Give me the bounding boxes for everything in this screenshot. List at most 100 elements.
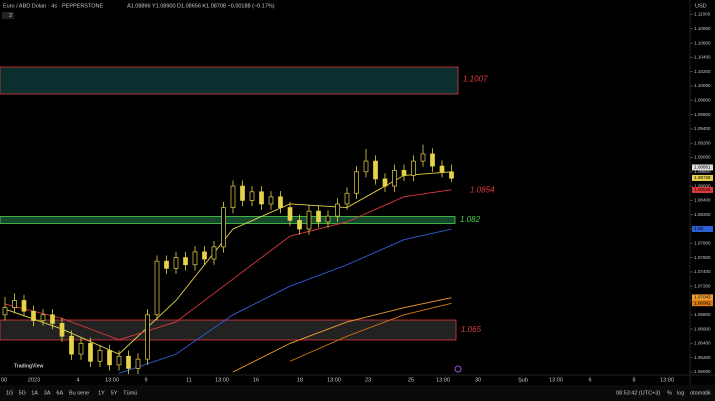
candle-body [31, 310, 36, 321]
ohlc: A1.08896 Y1.08900 D1.08656 K1.08708 −0.0… [127, 3, 275, 9]
candle-body [392, 170, 397, 187]
price-tag [692, 294, 713, 301]
candle-body [306, 210, 312, 230]
candle-body [88, 343, 93, 362]
candle-body [316, 210, 321, 223]
symbol[interactable]: Euro / ABD Doları · 4s · PEPPERSTONE [3, 3, 103, 9]
candle-body [78, 343, 84, 355]
y-tick-label: 1.08400 [694, 198, 711, 203]
price-tag-label: 1.07043 [694, 295, 711, 300]
moving-average [4, 189, 452, 341]
y-tick-label: 1.10400 [694, 55, 711, 60]
candle-body [230, 185, 236, 208]
candle-body [401, 170, 407, 176]
line-note: 1.0854 [470, 186, 495, 195]
price-tag-label: 1.08546 [694, 187, 711, 192]
candle-body [21, 300, 27, 312]
x-tick-label: 13:00 [436, 377, 450, 383]
percent-toggle[interactable]: % [667, 390, 672, 396]
range-button[interactable]: 1G [6, 390, 13, 396]
candle-body [50, 314, 55, 324]
y-tick-label: 1.09400 [694, 126, 711, 131]
candle-body [354, 171, 359, 194]
auto-toggle[interactable]: otomatik [690, 390, 711, 396]
candle-body [420, 153, 426, 162]
range-button[interactable]: 3A [44, 390, 51, 396]
y-tick-label: 1.10000 [694, 83, 711, 88]
candle-body [411, 160, 416, 176]
y-tick-label: 1.06000 [694, 369, 711, 374]
moving-average [232, 297, 452, 373]
x-tick-label: 6 [588, 377, 591, 383]
moving-average [289, 302, 452, 362]
candle-body [164, 260, 169, 269]
zone-label: 1.065 [461, 325, 482, 334]
y-tick-label: 1.08200 [694, 212, 711, 217]
candle-body [335, 203, 340, 217]
y-tick-label: 1.07600 [694, 255, 711, 260]
y-tick-label: 1.06200 [694, 355, 711, 360]
candle-body [344, 192, 350, 205]
candle-body [221, 207, 226, 248]
zone [0, 319, 457, 341]
price-tag [692, 226, 713, 233]
candle-body [287, 207, 293, 221]
log-toggle[interactable]: log [677, 390, 684, 396]
y-tick-label: 1.09600 [694, 112, 711, 117]
candle-body [268, 196, 274, 205]
x-tick-label: 16 [253, 377, 259, 383]
y-tick-label: 1.07200 [694, 283, 711, 288]
x-tick-label: 13:00 [327, 377, 341, 383]
range-button[interactable]: 1Y [98, 390, 105, 396]
candle-body [382, 178, 388, 187]
price-tag-label: 1.08 [694, 226, 703, 231]
x-tick-label: Şub [518, 377, 528, 383]
price-tag-label: 1.08861 [694, 165, 711, 170]
x-tick-label: 8 [632, 377, 635, 383]
range-button[interactable]: 1A [31, 390, 38, 396]
y-tick-label: 1.06800 [694, 312, 711, 317]
y-tick-label: 1.06400 [694, 341, 711, 346]
x-tick-label: 23 [365, 377, 371, 383]
y-tick-label: 1.08600 [694, 183, 711, 188]
candle-body [2, 307, 8, 316]
x-tick-label: 00 [1, 377, 7, 383]
zone-label: 1.082 [460, 215, 481, 224]
candle-body [202, 251, 207, 260]
range-button[interactable]: 6A [56, 390, 63, 396]
candle-body [154, 260, 160, 316]
range-button[interactable]: Tümü [123, 390, 137, 396]
candle-body [249, 191, 255, 201]
axes: 1.06000 1.06200 1.06400 1.06600 1.06800 1.070… [1, 12, 713, 396]
y-tick-label: 1.09200 [694, 140, 711, 145]
candle-body [325, 215, 331, 223]
price-tag-label: 1.08728 [694, 175, 711, 180]
clock: 08:53:42 (UTC+3) [616, 390, 660, 396]
x-tick-label: 18 [297, 377, 303, 383]
indicator-toggle[interactable] [2, 12, 14, 19]
y-tick-label: 1.09000 [694, 155, 711, 160]
zone [0, 216, 456, 224]
price-tag [692, 186, 713, 193]
indicator-count[interactable]: 2 [9, 13, 12, 19]
x-tick-label: 13:00 [215, 377, 229, 383]
candle-body [278, 196, 283, 208]
price-tag [692, 164, 713, 171]
price-tag [692, 174, 713, 181]
candle-body [173, 257, 179, 269]
candle-body [40, 314, 46, 321]
candle-body [126, 355, 131, 369]
candle-body [259, 191, 264, 205]
range-button[interactable]: 5Y [111, 390, 118, 396]
event-icon[interactable] [454, 365, 462, 373]
x-tick-label: 2023 [28, 377, 40, 383]
range-button[interactable]: 5G [19, 390, 26, 396]
candle-body [297, 220, 302, 230]
y-tick-label: 1.11000 [694, 12, 711, 17]
candle-body [373, 160, 378, 180]
range-button[interactable]: Bu sene [69, 390, 89, 396]
bottom-toolbar [0, 385, 715, 401]
x-tick-label: 11 [186, 377, 192, 383]
y-tick-label: 1.07400 [694, 269, 711, 274]
